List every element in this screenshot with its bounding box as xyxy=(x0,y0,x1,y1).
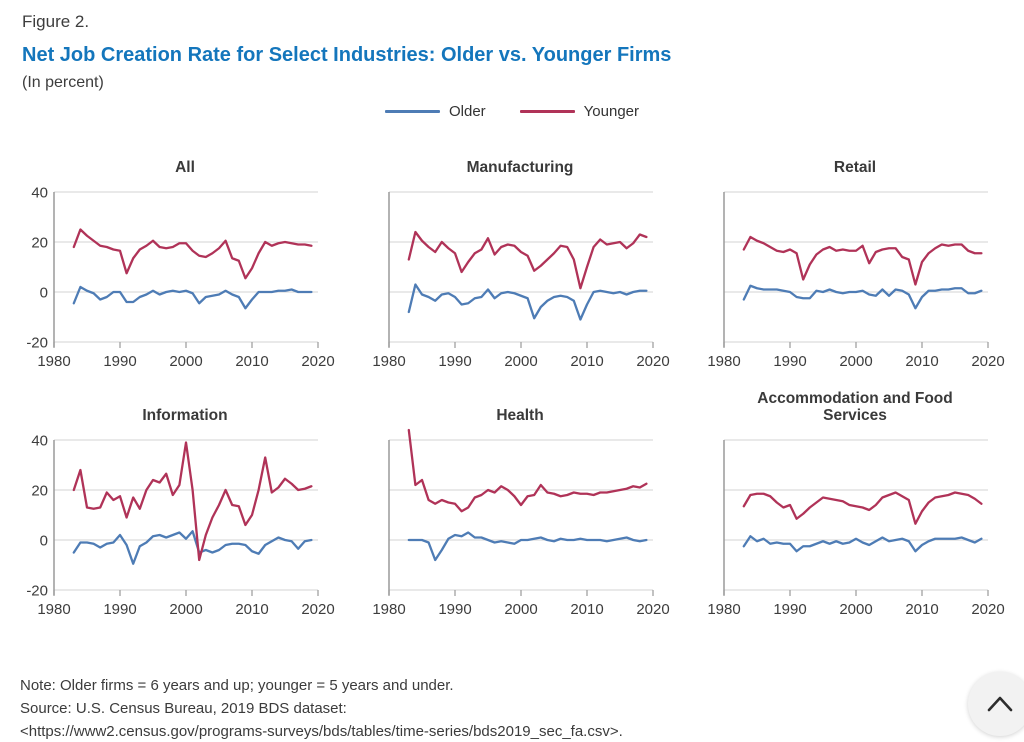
svg-text:1990: 1990 xyxy=(103,353,136,370)
svg-text:2010: 2010 xyxy=(235,601,268,618)
svg-text:40: 40 xyxy=(31,433,48,450)
svg-text:1990: 1990 xyxy=(773,353,806,370)
svg-text:2000: 2000 xyxy=(839,601,872,618)
svg-text:2010: 2010 xyxy=(570,601,603,618)
svg-text:1980: 1980 xyxy=(372,353,405,370)
svg-text:1990: 1990 xyxy=(438,353,471,370)
svg-text:2000: 2000 xyxy=(169,353,202,370)
svg-text:0: 0 xyxy=(40,285,48,302)
svg-text:2020: 2020 xyxy=(301,353,334,370)
svg-text:2020: 2020 xyxy=(636,353,669,370)
svg-text:1990: 1990 xyxy=(103,601,136,618)
svg-text:1980: 1980 xyxy=(372,601,405,618)
note-line: Note: Older firms = 6 years and up; youn… xyxy=(20,677,454,694)
source-line: Source: U.S. Census Bureau, 2019 BDS dat… xyxy=(20,700,347,717)
line-chart-information: 1980 1990 2000 2010 2020 40 20 0 -20 xyxy=(26,433,334,619)
figure-label: Figure 2. xyxy=(22,12,90,31)
svg-text:2020: 2020 xyxy=(636,601,669,618)
scroll-to-top-button[interactable] xyxy=(968,672,1024,736)
figure-title: Net Job Creation Rate for Select Industr… xyxy=(22,44,672,66)
svg-text:2010: 2010 xyxy=(905,353,938,370)
svg-text:1980: 1980 xyxy=(37,601,70,618)
line-chart-retail: 1980 1990 2000 2010 2020 xyxy=(707,191,1005,370)
chart-legend: Older Younger xyxy=(0,103,1024,120)
older-line-swatch xyxy=(384,110,440,113)
figure-notes: Note: Older firms = 6 years and up; youn… xyxy=(20,674,980,742)
younger-line-swatch xyxy=(519,110,575,113)
svg-text:1980: 1980 xyxy=(707,601,740,618)
svg-text:2000: 2000 xyxy=(169,601,202,618)
chevron-up-icon xyxy=(987,696,1013,712)
line-chart-accommodation: 1980 1990 2000 2010 2020 xyxy=(707,439,1005,618)
chart-health: Health 1980 1990 2000 2010 2020 xyxy=(355,388,685,628)
svg-text:2020: 2020 xyxy=(971,353,1004,370)
chart-retail: Retail 1980 1990 2000 2010 2020 xyxy=(690,140,1020,380)
chart-manufacturing: Manufacturing 1980 1990 2000 2010 2020 xyxy=(355,140,685,380)
svg-text:2010: 2010 xyxy=(235,353,268,370)
line-chart-all: 1980 1990 2000 2010 2020 40 20 0 -20 xyxy=(26,185,334,371)
svg-text:1990: 1990 xyxy=(773,601,806,618)
chart-title-information: Information xyxy=(142,407,228,424)
source-url-line: <https://www2.census.gov/programs-survey… xyxy=(20,723,623,740)
svg-text:0: 0 xyxy=(40,533,48,550)
svg-text:2020: 2020 xyxy=(971,601,1004,618)
svg-text:2000: 2000 xyxy=(839,353,872,370)
svg-text:2020: 2020 xyxy=(301,601,334,618)
chart-accommodation: Accommodation and Food Services 1980 1990… xyxy=(690,388,1020,628)
chart-title-retail: Retail xyxy=(833,159,877,176)
svg-text:-20: -20 xyxy=(26,583,48,600)
chart-title-accommodation: Accommodation and Food Services xyxy=(757,390,953,424)
legend-label-older: Older xyxy=(448,103,486,120)
svg-text:20: 20 xyxy=(31,483,48,500)
legend-label-younger: Younger xyxy=(583,103,640,120)
chart-title-health: Health xyxy=(496,407,544,424)
svg-text:2010: 2010 xyxy=(905,601,938,618)
svg-text:-20: -20 xyxy=(26,335,48,352)
svg-text:1980: 1980 xyxy=(707,353,740,370)
svg-text:2010: 2010 xyxy=(570,353,603,370)
svg-text:40: 40 xyxy=(31,185,48,202)
svg-text:1990: 1990 xyxy=(438,601,471,618)
line-chart-manufacturing: 1980 1990 2000 2010 2020 xyxy=(372,191,670,370)
chart-title-manufacturing: Manufacturing xyxy=(466,159,574,176)
chart-all: All 1980 1990 2000 2010 2020 40 20 0 -20 xyxy=(20,140,350,380)
svg-text:2000: 2000 xyxy=(504,601,537,618)
chart-title-all: All xyxy=(175,159,195,176)
legend-item-older: Older xyxy=(384,103,486,120)
svg-text:20: 20 xyxy=(31,235,48,252)
figure-subtitle: (In percent) xyxy=(22,74,104,91)
chart-information: Information 1980 1990 2000 2010 2020 40 20 0 -20 xyxy=(20,388,350,628)
legend-item-younger: Younger xyxy=(519,103,640,120)
svg-text:2000: 2000 xyxy=(504,353,537,370)
line-chart-health: 1980 1990 2000 2010 2020 xyxy=(372,428,670,618)
svg-text:1980: 1980 xyxy=(37,353,70,370)
